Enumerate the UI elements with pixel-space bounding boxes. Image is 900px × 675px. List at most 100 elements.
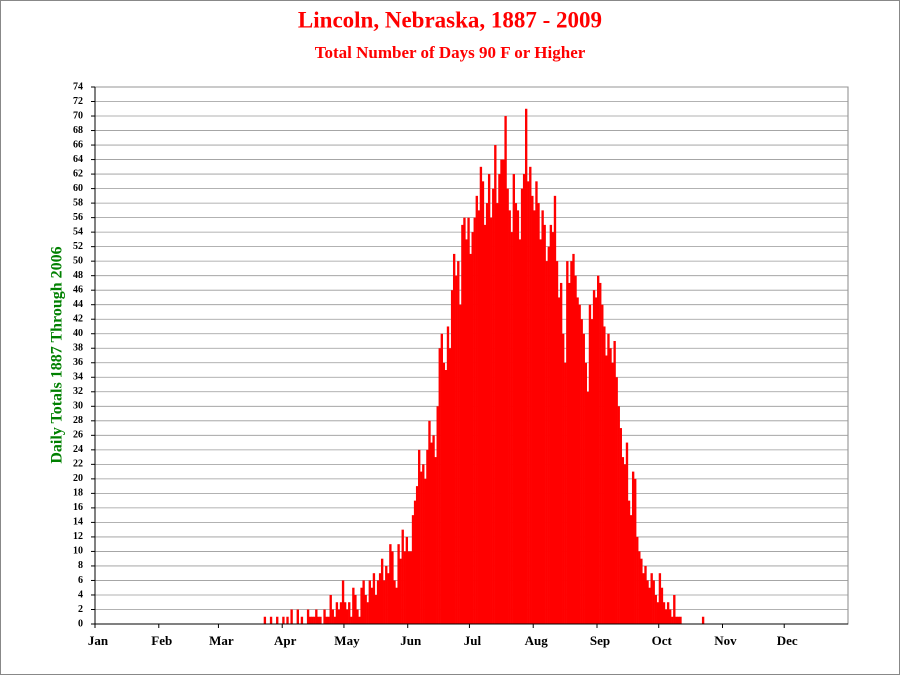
x-tick-label: Jan — [88, 633, 109, 648]
bar — [448, 348, 452, 624]
bar — [656, 602, 660, 624]
bar — [282, 616, 285, 624]
bar — [644, 565, 647, 624]
bar — [479, 166, 483, 624]
bar — [566, 261, 569, 624]
bar — [564, 362, 567, 624]
y-axis-title: Daily Totals 1887 Through 2006 — [49, 246, 66, 463]
x-tick-label: Feb — [151, 633, 172, 648]
y-tick-label: 12 — [73, 531, 83, 542]
bar — [450, 290, 454, 624]
bar — [627, 500, 631, 624]
bar — [452, 253, 456, 625]
bar — [323, 609, 326, 624]
bar — [572, 253, 575, 625]
bar — [469, 253, 472, 625]
bar — [370, 587, 374, 624]
bar — [537, 203, 540, 625]
bar — [510, 232, 513, 624]
bar — [601, 304, 604, 624]
bar — [535, 181, 538, 625]
bar — [290, 609, 293, 624]
x-tick-label: Aug — [525, 633, 549, 648]
y-tick-label: 44 — [73, 299, 83, 310]
y-tick-label: 30 — [73, 401, 83, 412]
bar — [434, 457, 437, 624]
bar — [506, 188, 509, 624]
bar — [701, 616, 705, 624]
bar — [461, 224, 464, 625]
bar — [409, 551, 413, 624]
y-tick-label: 10 — [73, 546, 83, 557]
y-tick-label: 46 — [73, 284, 83, 295]
bar — [455, 275, 458, 624]
bar — [438, 348, 441, 624]
bar — [557, 297, 561, 624]
bar — [463, 217, 466, 624]
bar — [617, 406, 620, 624]
bar — [276, 616, 279, 624]
bar — [527, 181, 530, 625]
bar — [611, 362, 614, 624]
y-tick-label: 20 — [73, 473, 83, 484]
y-tick-label: 56 — [73, 212, 83, 223]
y-tick-label: 4 — [78, 589, 83, 600]
bar — [311, 616, 314, 624]
bar — [339, 602, 343, 624]
bar — [562, 333, 565, 624]
bar — [407, 551, 411, 624]
bar — [393, 580, 396, 624]
bar — [442, 362, 446, 624]
y-tick-label: 62 — [73, 168, 83, 179]
bar — [650, 573, 653, 624]
bar — [372, 573, 376, 624]
bar — [494, 145, 497, 624]
bar — [389, 544, 392, 624]
y-tick-label: 50 — [73, 255, 83, 266]
bar — [582, 333, 585, 624]
bar — [679, 616, 682, 624]
bar — [634, 478, 637, 624]
bar — [640, 558, 643, 624]
bar — [403, 551, 406, 624]
bar — [597, 275, 600, 624]
bar — [568, 282, 571, 624]
bar — [664, 609, 668, 624]
bar — [348, 602, 351, 624]
bar — [599, 282, 602, 624]
bar — [313, 616, 316, 624]
bar — [531, 195, 534, 624]
bar — [487, 174, 491, 624]
chart-title: Lincoln, Nebraska, 1887 - 2009 — [298, 7, 602, 32]
bar — [263, 616, 267, 624]
bar — [308, 616, 312, 624]
bar — [570, 261, 573, 624]
bar — [609, 348, 612, 624]
y-tick-label: 74 — [73, 81, 83, 92]
x-tick-label: May — [334, 633, 360, 648]
bar — [524, 108, 528, 625]
bar — [411, 515, 415, 624]
x-tick-label: Nov — [714, 633, 737, 648]
bar — [522, 174, 526, 624]
bar — [631, 471, 635, 624]
bar — [399, 558, 402, 624]
y-tick-label: 48 — [73, 270, 83, 281]
bar — [642, 573, 645, 624]
bar — [397, 544, 400, 624]
bar — [368, 580, 371, 624]
bar — [496, 203, 499, 625]
bar — [331, 609, 334, 624]
bar — [584, 362, 588, 624]
bar — [516, 210, 520, 624]
bar — [648, 587, 651, 624]
bar — [533, 210, 536, 624]
y-tick-label: 14 — [73, 517, 83, 528]
bar — [615, 377, 618, 624]
bar — [621, 457, 625, 624]
bar — [555, 261, 559, 624]
bar — [485, 203, 489, 625]
bar — [539, 239, 542, 624]
bar — [350, 616, 353, 624]
y-tick-label: 28 — [73, 415, 83, 426]
